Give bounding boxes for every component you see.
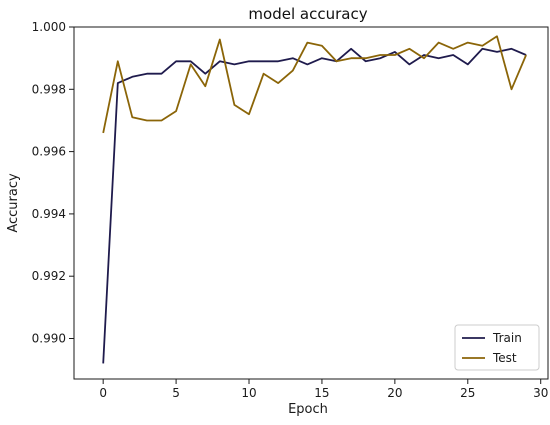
x-tick-label: 20 — [387, 386, 402, 400]
x-tick-label: 5 — [172, 386, 180, 400]
x-tick-label: 10 — [241, 386, 256, 400]
y-axis: 0.990 0.992 0.994 0.996 0.998 1.000 — [32, 20, 74, 346]
legend-label-train: Train — [492, 331, 522, 345]
y-tick-label: 0.998 — [32, 82, 66, 96]
x-tick-label: 0 — [99, 386, 107, 400]
x-tick-label: 25 — [460, 386, 475, 400]
y-axis-title: Accuracy — [6, 173, 21, 233]
series-line-train — [102, 47, 527, 364]
x-tick-label: 15 — [314, 386, 329, 400]
x-tick-label: 30 — [533, 386, 548, 400]
chart-title: model accuracy — [248, 5, 367, 23]
y-tick-label: 0.992 — [32, 269, 66, 283]
y-tick-label: 0.996 — [32, 145, 66, 159]
plot-frame — [73, 26, 549, 380]
x-axis-title: Epoch — [288, 402, 328, 417]
y-tick-label: 0.990 — [32, 332, 66, 346]
x-axis: 0 5 10 15 20 25 30 — [99, 379, 548, 400]
legend: Train Test — [454, 324, 540, 371]
series-line-test — [102, 35, 527, 134]
y-tick-label: 1.000 — [32, 20, 66, 34]
y-tick-label: 0.994 — [32, 207, 66, 221]
plot-area — [102, 35, 527, 364]
legend-label-test: Test — [492, 351, 517, 365]
